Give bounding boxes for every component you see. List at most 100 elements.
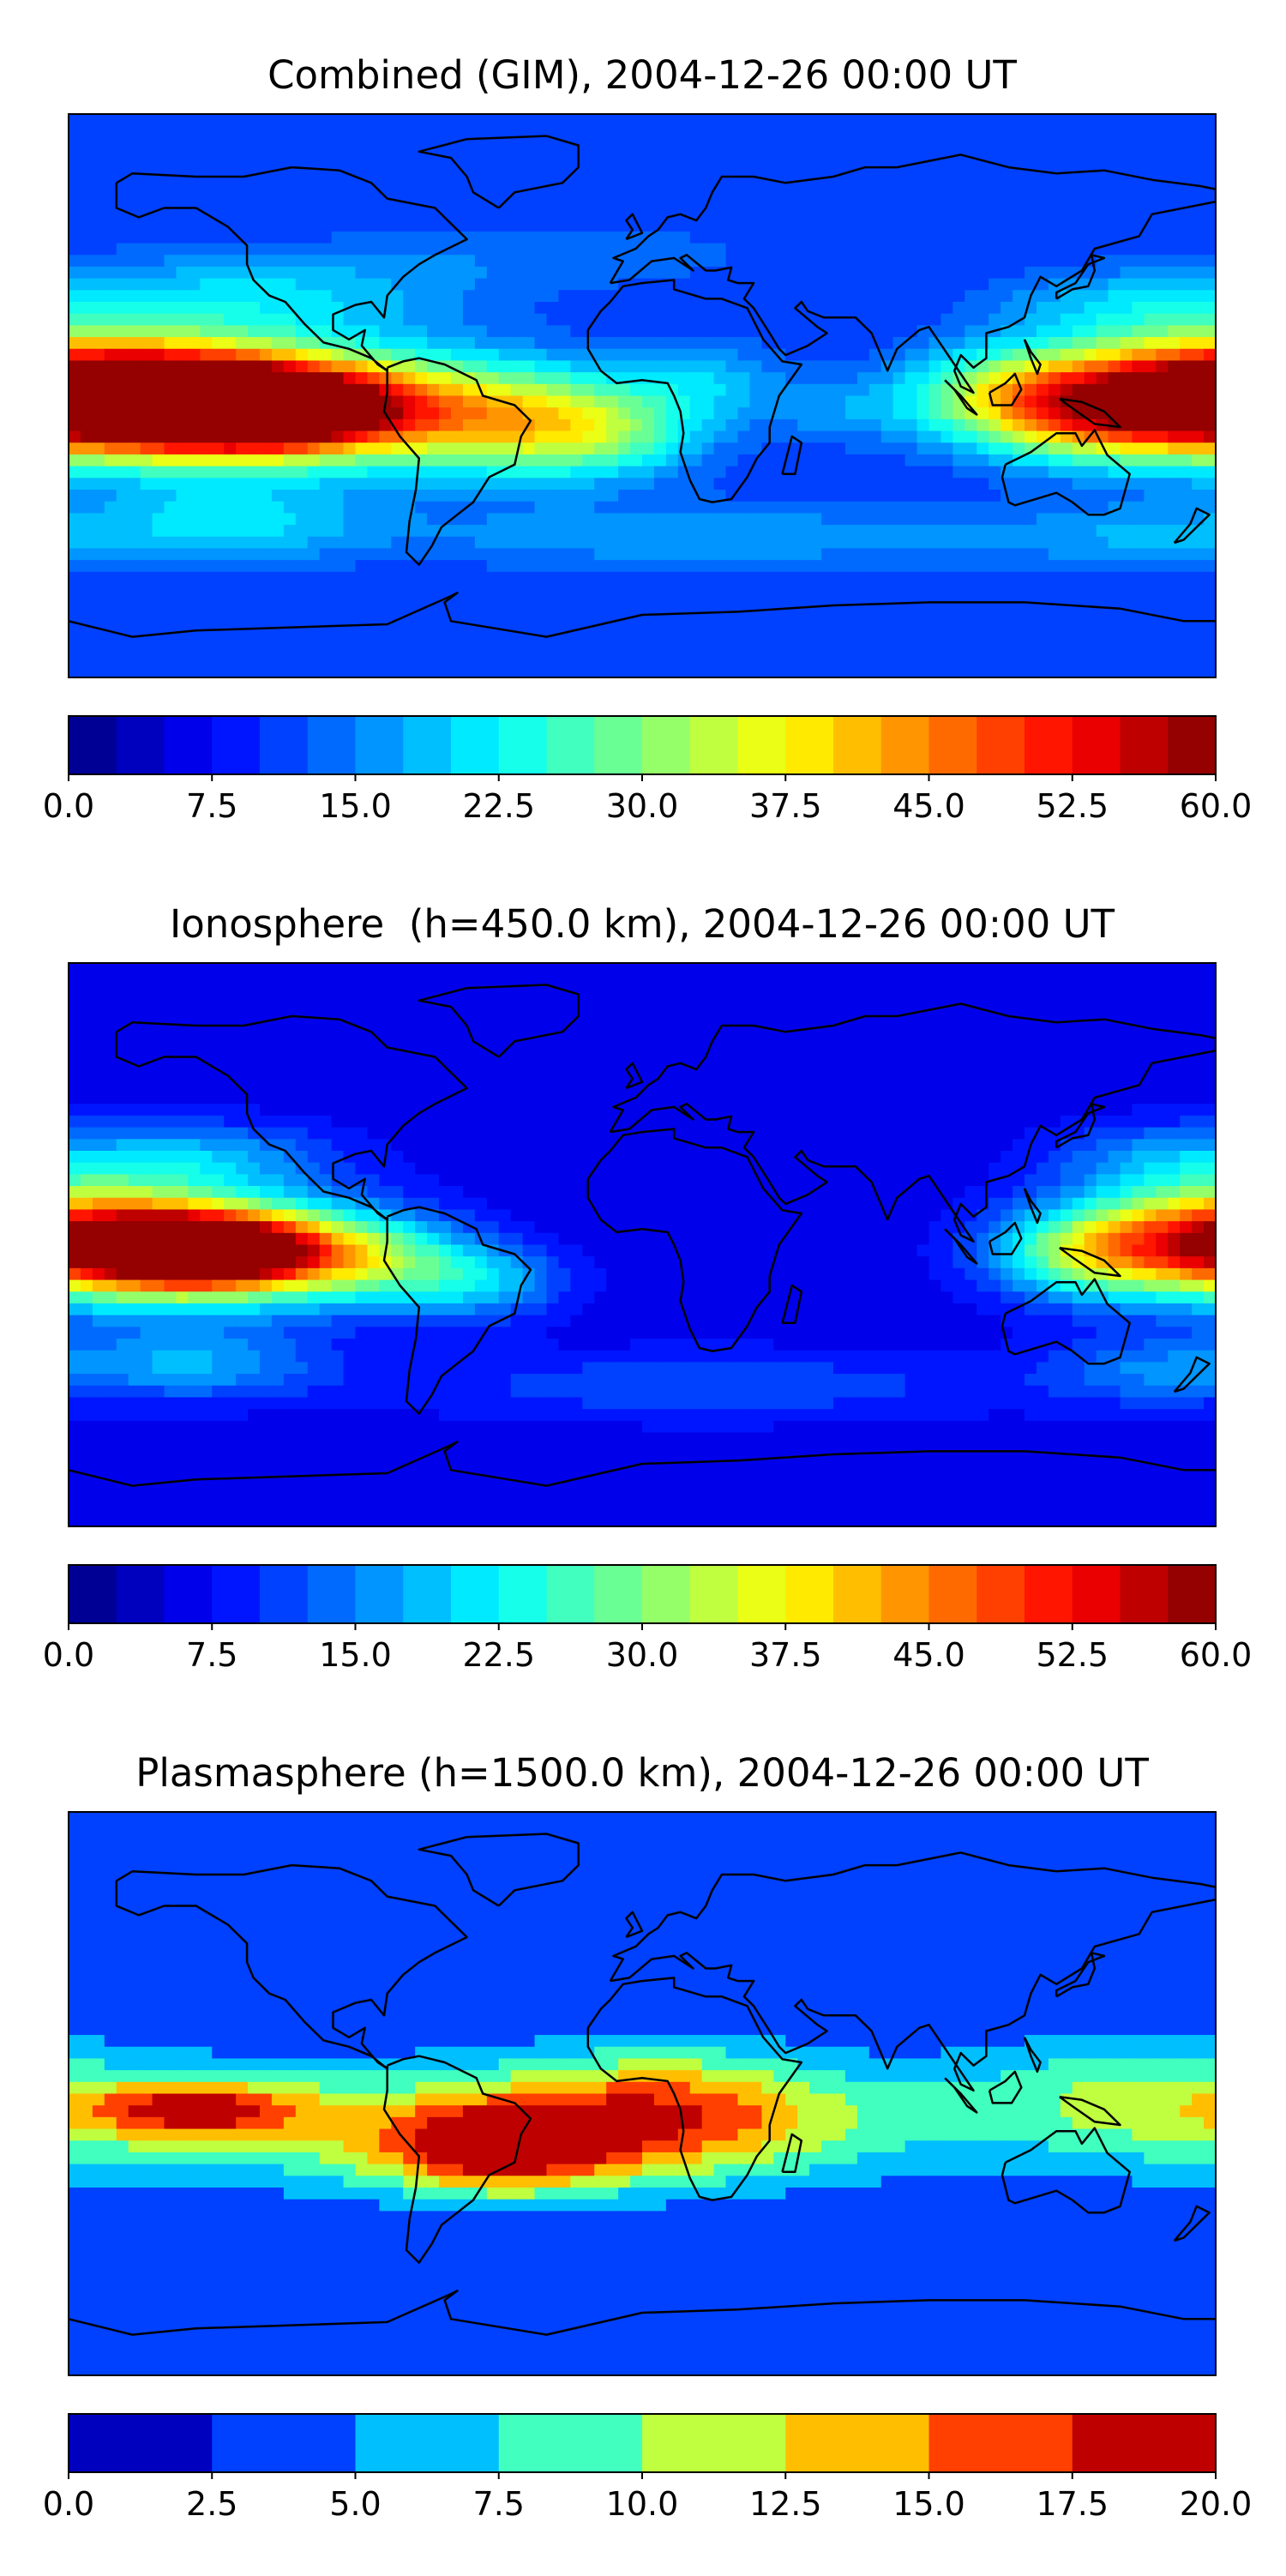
heatmap-cell: [439, 537, 452, 549]
heatmap-cell: [535, 478, 548, 490]
heatmap-cell: [594, 630, 607, 642]
heatmap-cell: [642, 607, 655, 619]
heatmap-cell: [785, 290, 798, 302]
heatmap-cell: [308, 302, 321, 314]
heatmap-cell: [200, 255, 213, 267]
heatmap-cell: [1192, 560, 1205, 572]
heatmap-cell: [344, 407, 357, 419]
heatmap-cell: [487, 325, 500, 337]
heatmap-cell: [964, 184, 977, 196]
heatmap-cell: [594, 607, 607, 619]
heatmap-cell: [582, 244, 595, 256]
heatmap-cell: [869, 490, 882, 502]
heatmap-cell: [379, 537, 392, 549]
heatmap-cell: [499, 161, 512, 173]
heatmap-cell: [749, 986, 762, 998]
heatmap-cell: [940, 630, 953, 642]
heatmap-cell: [284, 325, 297, 337]
heatmap-cell: [582, 654, 595, 666]
heatmap-cell: [654, 161, 667, 173]
heatmap-cell: [69, 975, 81, 987]
heatmap-cell: [582, 665, 595, 677]
heatmap-cell: [379, 560, 392, 572]
heatmap-cell: [606, 220, 619, 232]
heatmap-cell: [153, 325, 165, 337]
heatmap-cell: [1156, 665, 1169, 677]
heatmap-cell: [248, 513, 261, 525]
heatmap-cell: [821, 360, 834, 372]
heatmap-cell: [654, 502, 667, 514]
colorbar-segment: [785, 716, 833, 774]
heatmap-cell: [726, 419, 739, 431]
heatmap-cell: [654, 244, 667, 256]
heatmap-cell: [833, 126, 846, 138]
heatmap-cell: [929, 525, 942, 537]
heatmap-cell: [642, 431, 655, 443]
heatmap-cell: [272, 137, 285, 149]
heatmap-cell: [1180, 654, 1193, 666]
heatmap-cell: [511, 267, 524, 279]
heatmap-cell: [726, 161, 739, 173]
heatmap-cell: [738, 184, 751, 196]
heatmap-cell: [821, 525, 834, 537]
heatmap-cell: [129, 314, 141, 326]
colorbar-segment: [403, 716, 451, 774]
heatmap-cell: [320, 665, 333, 677]
heatmap-cell: [379, 630, 392, 642]
heatmap-cell: [523, 172, 536, 184]
heatmap-cell: [523, 137, 536, 149]
heatmap-cell: [690, 630, 703, 642]
heatmap-cell: [1073, 572, 1085, 584]
heatmap-cell: [439, 665, 452, 677]
heatmap-cell: [654, 431, 667, 443]
heatmap-cell: [654, 665, 667, 677]
heatmap-cell: [356, 525, 369, 537]
heatmap-cell: [1097, 642, 1109, 654]
heatmap-cell: [260, 513, 273, 525]
heatmap-cell: [1037, 654, 1049, 666]
heatmap-cell: [344, 572, 357, 584]
heatmap-cell: [367, 548, 380, 560]
heatmap-cell: [666, 267, 679, 279]
heatmap-cell: [594, 442, 607, 454]
heatmap-cell: [1049, 325, 1061, 337]
heatmap-cell: [332, 126, 345, 138]
heatmap-cell: [236, 478, 249, 490]
heatmap-cell: [773, 314, 786, 326]
heatmap-cell: [141, 137, 153, 149]
heatmap-cell: [977, 584, 989, 596]
heatmap-cell: [738, 267, 751, 279]
heatmap-cell: [284, 232, 297, 244]
heatmap-cell: [989, 584, 1001, 596]
heatmap-cell: [499, 572, 512, 584]
heatmap-cell: [1109, 172, 1121, 184]
heatmap-cell: [308, 255, 321, 267]
heatmap-cell: [523, 442, 536, 454]
heatmap-cell: [248, 384, 261, 396]
heatmap-cell: [129, 149, 141, 161]
colorbar-segment: [547, 716, 595, 774]
heatmap-cell: [1109, 490, 1121, 502]
heatmap-cell: [153, 986, 165, 998]
heatmap-cell: [356, 454, 369, 466]
heatmap-cell: [606, 490, 619, 502]
heatmap-cell: [248, 478, 261, 490]
heatmap-cell: [1073, 337, 1085, 349]
heatmap-cell: [165, 137, 177, 149]
heatmap-cell: [1156, 290, 1169, 302]
heatmap-cell: [964, 490, 977, 502]
heatmap-cell: [618, 149, 631, 161]
heatmap-cell: [845, 360, 858, 372]
heatmap-cell: [773, 431, 786, 443]
heatmap-cell: [773, 279, 786, 291]
heatmap-cell: [726, 337, 739, 349]
heatmap-cell: [702, 442, 715, 454]
heatmap-cell: [989, 442, 1001, 454]
heatmap-cell: [570, 244, 583, 256]
heatmap-cell: [499, 149, 512, 161]
heatmap-cell: [129, 232, 141, 244]
heatmap-cell: [320, 208, 333, 220]
heatmap-cell: [547, 208, 560, 220]
heatmap-cell: [929, 349, 942, 361]
heatmap-cell: [224, 337, 237, 349]
